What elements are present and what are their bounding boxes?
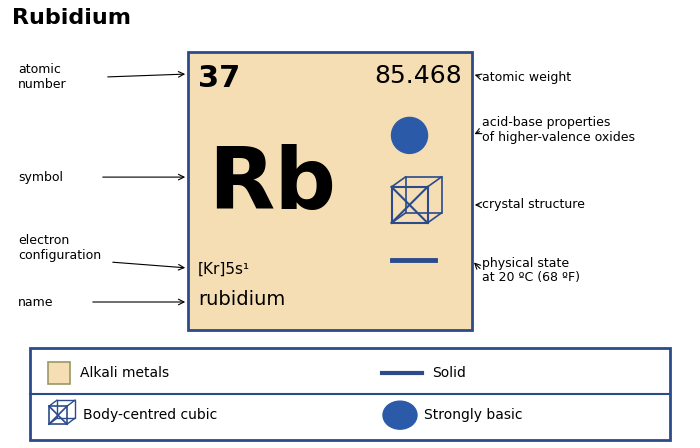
Bar <box>391 187 428 223</box>
Text: name: name <box>18 296 53 309</box>
Bar <box>30 348 670 440</box>
Bar <box>188 52 472 330</box>
Text: physical state
at 20 ºC (68 ºF): physical state at 20 ºC (68 ºF) <box>482 257 580 284</box>
Text: electron
configuration: electron configuration <box>18 234 101 262</box>
Bar <box>48 362 70 384</box>
Text: symbol: symbol <box>18 171 63 184</box>
Text: crystal structure: crystal structure <box>482 198 585 211</box>
Text: acid-base properties
of higher-valence oxides: acid-base properties of higher-valence o… <box>482 116 635 144</box>
Bar <box>57 400 75 418</box>
Text: Body-centred cubic: Body-centred cubic <box>83 408 217 422</box>
Text: Rb: Rb <box>208 144 336 227</box>
Text: Alkali metals: Alkali metals <box>80 366 169 380</box>
Bar <box>405 177 442 213</box>
Text: atomic weight: atomic weight <box>482 70 571 83</box>
Text: atomic
number: atomic number <box>18 63 66 91</box>
Text: rubidium: rubidium <box>198 290 286 309</box>
Bar <box>49 406 67 424</box>
Text: Rubidium: Rubidium <box>12 8 131 28</box>
Text: [Kr]5s¹: [Kr]5s¹ <box>198 262 250 277</box>
Text: Strongly basic: Strongly basic <box>424 408 522 422</box>
Text: 37: 37 <box>198 64 240 93</box>
Ellipse shape <box>391 117 428 153</box>
Text: Solid: Solid <box>432 366 466 380</box>
Text: 85.468: 85.468 <box>374 64 462 88</box>
Ellipse shape <box>383 401 417 429</box>
